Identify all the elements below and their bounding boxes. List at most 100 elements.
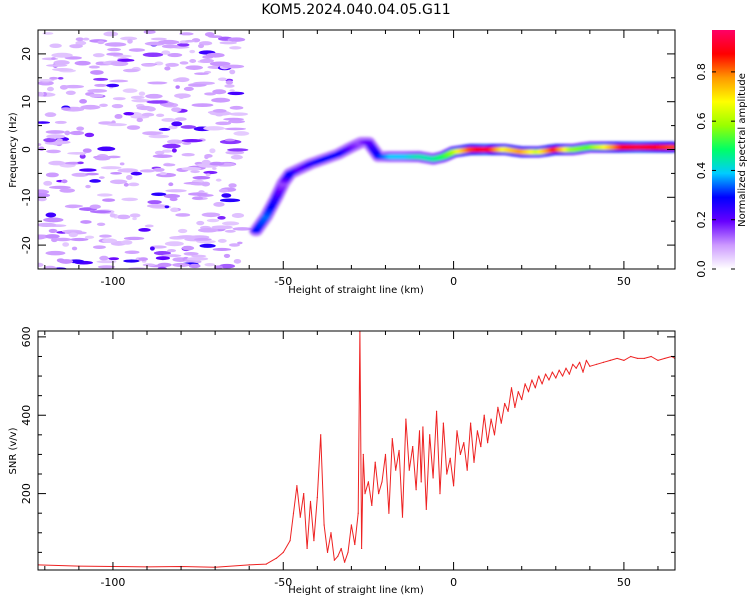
snr-point bbox=[446, 473, 448, 475]
snr-point bbox=[323, 524, 325, 526]
snr-point bbox=[306, 547, 308, 550]
noise-blob bbox=[45, 172, 59, 178]
noise-blob bbox=[64, 204, 81, 209]
bottom-y-ticks: 200 400 600 bbox=[20, 326, 675, 553]
noise-blob bbox=[121, 240, 133, 245]
noise-blob bbox=[51, 52, 73, 58]
noise-blob bbox=[189, 59, 197, 63]
noise-blob bbox=[203, 170, 218, 175]
noise-blob bbox=[85, 184, 91, 189]
colorbar-tick-label: 0.4 bbox=[695, 162, 708, 180]
snr-point bbox=[636, 357, 639, 360]
snr-point bbox=[538, 375, 540, 377]
noise-blob bbox=[129, 213, 141, 218]
noise-blob bbox=[57, 76, 64, 80]
noise-blob bbox=[181, 153, 195, 157]
noise-blob bbox=[232, 227, 253, 231]
snr-point bbox=[425, 508, 427, 510]
noise-blob bbox=[219, 41, 237, 45]
noise-blob bbox=[43, 217, 64, 223]
noise-blob bbox=[119, 162, 125, 166]
noise-blob bbox=[192, 176, 211, 180]
noise-blob bbox=[96, 260, 117, 264]
colorbar-tick-label: 0.2 bbox=[695, 211, 708, 229]
noise-blob bbox=[109, 213, 116, 218]
snr-point bbox=[391, 438, 393, 440]
noise-blob bbox=[99, 255, 109, 261]
noise-blob bbox=[224, 127, 247, 131]
snr-point bbox=[405, 418, 407, 420]
noise-blob bbox=[44, 112, 57, 118]
noise-blob bbox=[104, 42, 127, 47]
noise-blob bbox=[136, 117, 143, 123]
top-x-tick-label: -50 bbox=[274, 275, 292, 288]
noise-blob bbox=[79, 99, 88, 104]
top-y-ticks: -20 -10 0 10 20 bbox=[20, 29, 675, 270]
snr-frame bbox=[37, 330, 676, 571]
noise-blob bbox=[212, 109, 227, 113]
snr-point bbox=[527, 391, 530, 393]
noise-blob bbox=[89, 210, 112, 214]
noise-blob bbox=[212, 89, 227, 95]
noise-blob bbox=[144, 224, 154, 228]
snr-point bbox=[466, 469, 468, 471]
bottom-x-tick-label: -100 bbox=[100, 576, 125, 589]
noise-blob bbox=[229, 46, 242, 50]
snr-point bbox=[524, 383, 526, 385]
noise-blob bbox=[53, 60, 70, 66]
snr-point bbox=[623, 359, 625, 361]
noise-blob bbox=[217, 238, 227, 243]
snr-point bbox=[507, 410, 509, 412]
noise-blob bbox=[94, 156, 111, 161]
snr-point bbox=[449, 457, 451, 459]
snr-point bbox=[350, 524, 352, 526]
noise-blob bbox=[190, 170, 200, 174]
snr-point bbox=[326, 551, 329, 553]
noise-blob bbox=[194, 72, 209, 76]
noise-blob bbox=[138, 257, 148, 261]
snr-point bbox=[500, 422, 502, 424]
noise-blob bbox=[183, 86, 194, 92]
noise-blob bbox=[167, 52, 183, 58]
noise-blob bbox=[192, 196, 204, 200]
noise-blob bbox=[164, 205, 170, 209]
noise-blob bbox=[107, 47, 121, 52]
noise-blob bbox=[110, 179, 128, 185]
noise-blob bbox=[204, 154, 213, 158]
noise-blob bbox=[201, 212, 221, 218]
noise-blob bbox=[213, 202, 225, 207]
noise-blob bbox=[97, 40, 105, 45]
top-y-tick-label: -20 bbox=[20, 236, 33, 254]
noise-blob bbox=[229, 105, 244, 110]
snr-point bbox=[473, 461, 475, 463]
snr-point bbox=[510, 387, 513, 389]
snr-point bbox=[384, 453, 387, 456]
noise-blob bbox=[168, 182, 174, 187]
noise-blob bbox=[162, 143, 181, 149]
noise-blob bbox=[38, 78, 55, 82]
noise-blob bbox=[45, 212, 57, 218]
snr-point bbox=[582, 371, 584, 373]
noise-blob bbox=[233, 258, 242, 264]
snr-point bbox=[316, 496, 318, 499]
noise-blob bbox=[161, 254, 182, 258]
noise-blob bbox=[102, 198, 116, 202]
noise-blob bbox=[143, 30, 156, 35]
snr-point bbox=[362, 453, 364, 456]
snr-point bbox=[415, 489, 417, 491]
snr-point bbox=[347, 551, 349, 553]
snr-point bbox=[435, 410, 438, 412]
noise-blob bbox=[128, 182, 140, 187]
noise-blob bbox=[106, 123, 128, 127]
snr-point bbox=[483, 414, 485, 416]
noise-blob bbox=[68, 232, 78, 238]
noise-blob bbox=[122, 88, 138, 93]
snr-point bbox=[371, 504, 373, 506]
snr-point bbox=[521, 398, 523, 401]
noise-blob bbox=[176, 43, 190, 47]
snr-series-layer bbox=[38, 331, 675, 568]
noise-blob bbox=[229, 112, 249, 116]
noise-blob bbox=[147, 200, 162, 205]
noise-blob bbox=[98, 176, 105, 179]
noise-blob bbox=[38, 91, 45, 97]
